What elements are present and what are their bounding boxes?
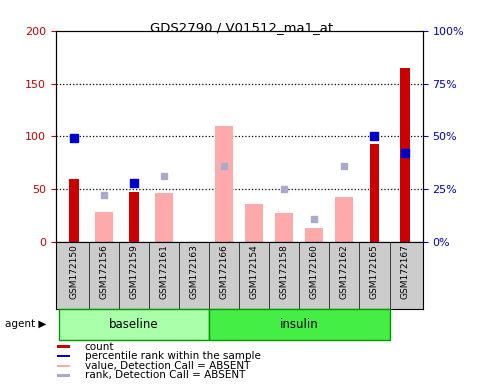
Text: GSM172162: GSM172162 [340,244,349,299]
Bar [215,126,233,242]
Bar [57,346,70,348]
Point [280,186,288,192]
Text: GSM172163: GSM172163 [189,244,199,299]
Text: GDS2790 / V01512_ma1_at: GDS2790 / V01512_ma1_at [150,21,333,34]
Point [130,180,138,186]
Text: insulin: insulin [280,318,319,331]
Bar [57,355,70,357]
Point [401,150,409,156]
Text: rank, Detection Call = ABSENT: rank, Detection Call = ABSENT [85,370,245,381]
Text: value, Detection Call = ABSENT: value, Detection Call = ABSENT [85,361,250,371]
Bar [58,309,209,340]
Text: GSM172150: GSM172150 [69,244,78,299]
Text: GSM172154: GSM172154 [250,244,258,299]
Text: GSM172158: GSM172158 [280,244,289,299]
Bar [369,144,380,242]
Bar [245,204,263,242]
Bar [69,179,79,242]
Text: GSM172161: GSM172161 [159,244,169,299]
Bar [335,197,354,242]
Bar [95,212,113,242]
Bar [399,68,410,242]
Bar [275,214,293,242]
Bar [209,309,389,340]
Text: count: count [85,341,114,352]
Point [311,216,318,222]
Point [220,163,228,169]
Text: baseline: baseline [109,318,158,331]
Text: GSM172156: GSM172156 [99,244,108,299]
Text: GSM172166: GSM172166 [220,244,228,299]
Bar [305,228,323,242]
Text: GSM172167: GSM172167 [400,244,409,299]
Text: GSM172160: GSM172160 [310,244,319,299]
Bar [57,374,70,376]
Point [100,192,108,199]
Point [341,163,348,169]
Bar [57,365,70,367]
Text: GSM172165: GSM172165 [370,244,379,299]
Point [370,133,378,139]
Point [160,174,168,180]
Bar [155,194,173,242]
Text: agent ▶: agent ▶ [5,319,46,329]
Bar [129,192,139,242]
Text: GSM172159: GSM172159 [129,244,138,299]
Point [70,136,77,142]
Text: percentile rank within the sample: percentile rank within the sample [85,351,260,361]
